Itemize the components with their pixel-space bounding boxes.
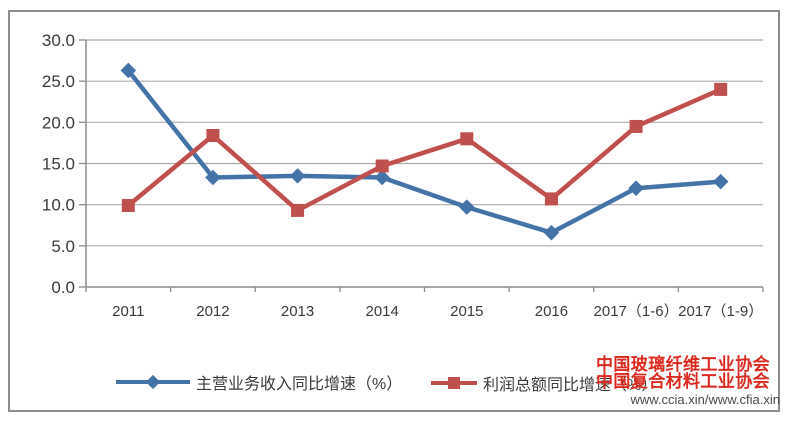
watermark-association-line2: 中国复合材料工业协会 — [596, 372, 770, 391]
y-tick-label: 0.0 — [51, 278, 75, 297]
y-tick-label: 20.0 — [42, 113, 75, 132]
x-tick-label: 2017（1-9） — [678, 303, 763, 320]
data-point-square — [460, 132, 474, 146]
data-point-square — [206, 129, 220, 143]
data-point-diamond — [120, 62, 137, 79]
watermark-url: www.ccia.xin/www.cfia.xin — [630, 392, 780, 407]
data-point-square — [375, 159, 389, 173]
x-tick-label: 2014 — [366, 303, 399, 320]
series-line-1 — [126, 87, 722, 213]
series-line-0 — [126, 69, 721, 235]
chart-border-frame — [8, 10, 780, 412]
y-tick-label: 25.0 — [42, 72, 75, 91]
y-tick-label: 15.0 — [42, 155, 75, 174]
data-point-square — [714, 82, 728, 96]
data-point-square — [291, 203, 305, 217]
data-point-diamond — [712, 173, 729, 190]
watermark: 中国玻璃纤维工业协会 中国复合材料工业协会 www.ccia.xin/www.c… — [596, 356, 780, 408]
data-point-diamond — [374, 169, 390, 186]
data-point-diamond — [628, 180, 644, 196]
x-tick-label: 2016 — [535, 303, 568, 320]
data-point-diamond — [543, 224, 560, 241]
legend-label-revenue-growth: 主营业务收入同比增速（%） — [196, 376, 403, 393]
legend-marker-line-square-icon — [431, 375, 477, 391]
legend-item-profit-growth: 利润总额同比增速（%） — [431, 370, 657, 396]
data-point-diamond — [459, 199, 475, 215]
diamond-marker-icon — [145, 374, 161, 390]
data-point-square — [544, 192, 558, 206]
x-tick-label: 2017（1-6） — [594, 303, 679, 320]
watermark-association-line1: 中国玻璃纤维工业协会 — [596, 355, 770, 374]
x-tick-label: 2012 — [196, 303, 229, 320]
legend-marker-line-diamond-icon — [116, 374, 190, 390]
x-tick-label: 2011 — [112, 303, 144, 320]
x-tick-label: 2015 — [450, 303, 483, 320]
legend-item-revenue-growth: 主营业务收入同比增速（%） — [116, 369, 402, 395]
data-point-diamond — [205, 169, 221, 186]
y-tick-label: 5.0 — [51, 237, 75, 256]
square-marker-icon — [448, 377, 460, 389]
x-tick-label: 2013 — [281, 303, 314, 320]
y-tick-label: 10.0 — [42, 196, 75, 215]
data-point-square — [629, 119, 643, 133]
data-point-square — [121, 198, 135, 212]
data-point-diamond — [289, 168, 306, 184]
y-tick-label: 30.0 — [42, 31, 75, 50]
legend-label-profit-growth: 利润总额同比增速（%） — [483, 377, 658, 394]
